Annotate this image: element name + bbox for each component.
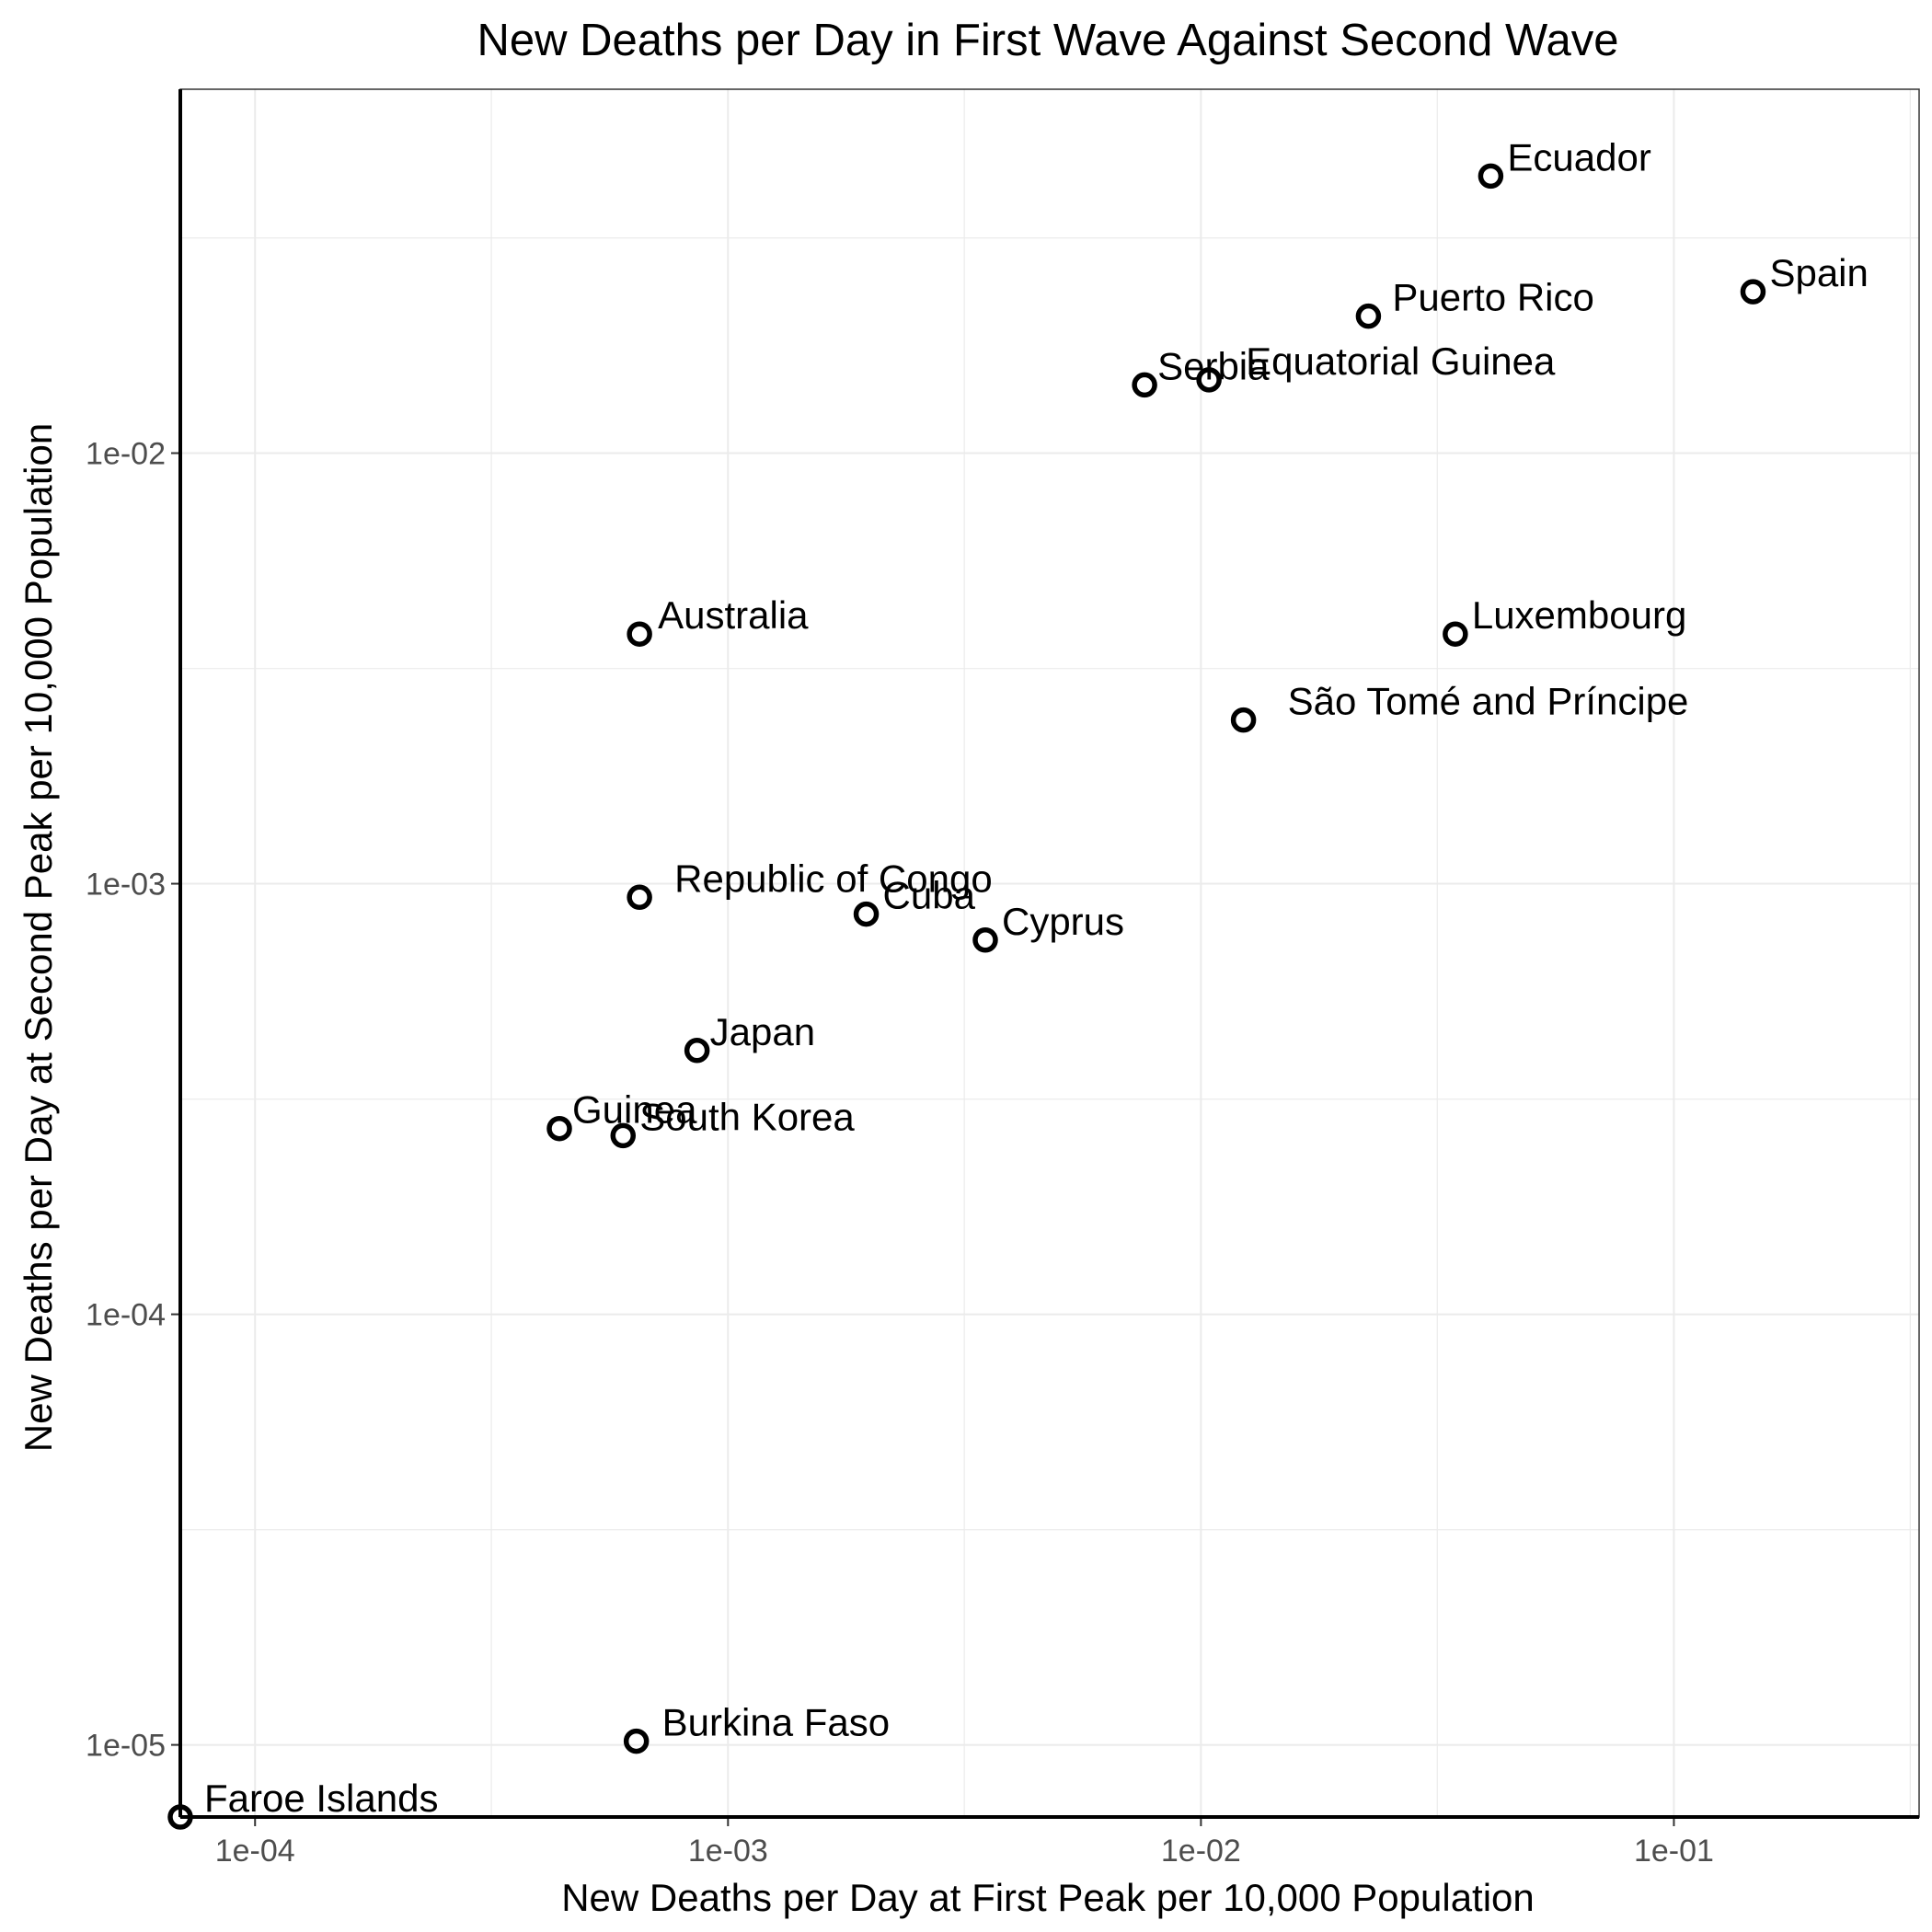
data-point-label: Republic of Congo <box>674 857 993 900</box>
data-point <box>167 1804 193 1830</box>
x-tick-label: 1e-01 <box>1634 1834 1714 1869</box>
data-point <box>1478 163 1504 190</box>
data-point-label: Guinea <box>572 1088 697 1132</box>
data-point-label: Puerto Rico <box>1392 276 1593 319</box>
data-point-label: Cyprus <box>1002 900 1124 943</box>
data-point-label: São Tomé and Príncipe <box>1288 680 1689 723</box>
point-labels: Ecuador Spain Puerto Rico SerbiaEquatorial … <box>204 135 1869 1820</box>
y-axis-title: New Deaths per Day at Second Peak per 10… <box>17 423 60 1452</box>
x-axis-title: New Deaths per Day at First Peak per 10,… <box>561 1876 1535 1919</box>
y-tick-label: 1e-02 <box>86 437 166 472</box>
data-point <box>1355 303 1382 329</box>
y-tick-label: 1e-03 <box>86 868 166 903</box>
x-tick-label: 1e-03 <box>688 1834 768 1869</box>
data-point <box>684 1038 710 1064</box>
data-point <box>853 901 880 927</box>
y-tick-label: 1e-05 <box>86 1729 166 1764</box>
data-point-label: Burkina Faso <box>662 1701 890 1744</box>
data-point-label: Ecuador <box>1507 135 1650 178</box>
axes: 1e-04 1e-03 1e-02 1e-01 1e-05 1e-04 1e-03 1e-02 <box>86 88 1920 1869</box>
data-point <box>627 621 652 647</box>
data-point <box>546 1115 572 1142</box>
data-point-label: Equatorial Guinea <box>1246 339 1556 383</box>
x-tick-label: 1e-02 <box>1161 1834 1241 1869</box>
data-point-label: Serbia <box>1157 344 1270 387</box>
data-point <box>623 1728 650 1754</box>
x-tick-label: 1e-04 <box>215 1834 295 1869</box>
data-point <box>1230 707 1257 733</box>
data-point-label: Cuba <box>883 874 976 917</box>
data-points <box>167 163 1766 1830</box>
data-point <box>610 1122 637 1149</box>
data-point-label: Spain <box>1769 251 1868 294</box>
data-point-label: Australia <box>658 593 809 637</box>
data-point-label: Luxembourg <box>1472 593 1686 637</box>
data-point-label: South Korea <box>639 1095 855 1138</box>
data-point <box>1196 367 1222 393</box>
data-point <box>1132 372 1157 398</box>
y-tick-label: 1e-04 <box>86 1298 166 1333</box>
data-point <box>627 884 652 911</box>
data-point <box>1443 621 1468 647</box>
data-point <box>1740 279 1766 305</box>
chart-title: New Deaths per Day in First Wave Against… <box>477 16 1619 65</box>
data-point <box>972 927 998 953</box>
data-point-label: Faroe Islands <box>204 1777 438 1820</box>
data-point-label: Japan <box>710 1010 815 1053</box>
